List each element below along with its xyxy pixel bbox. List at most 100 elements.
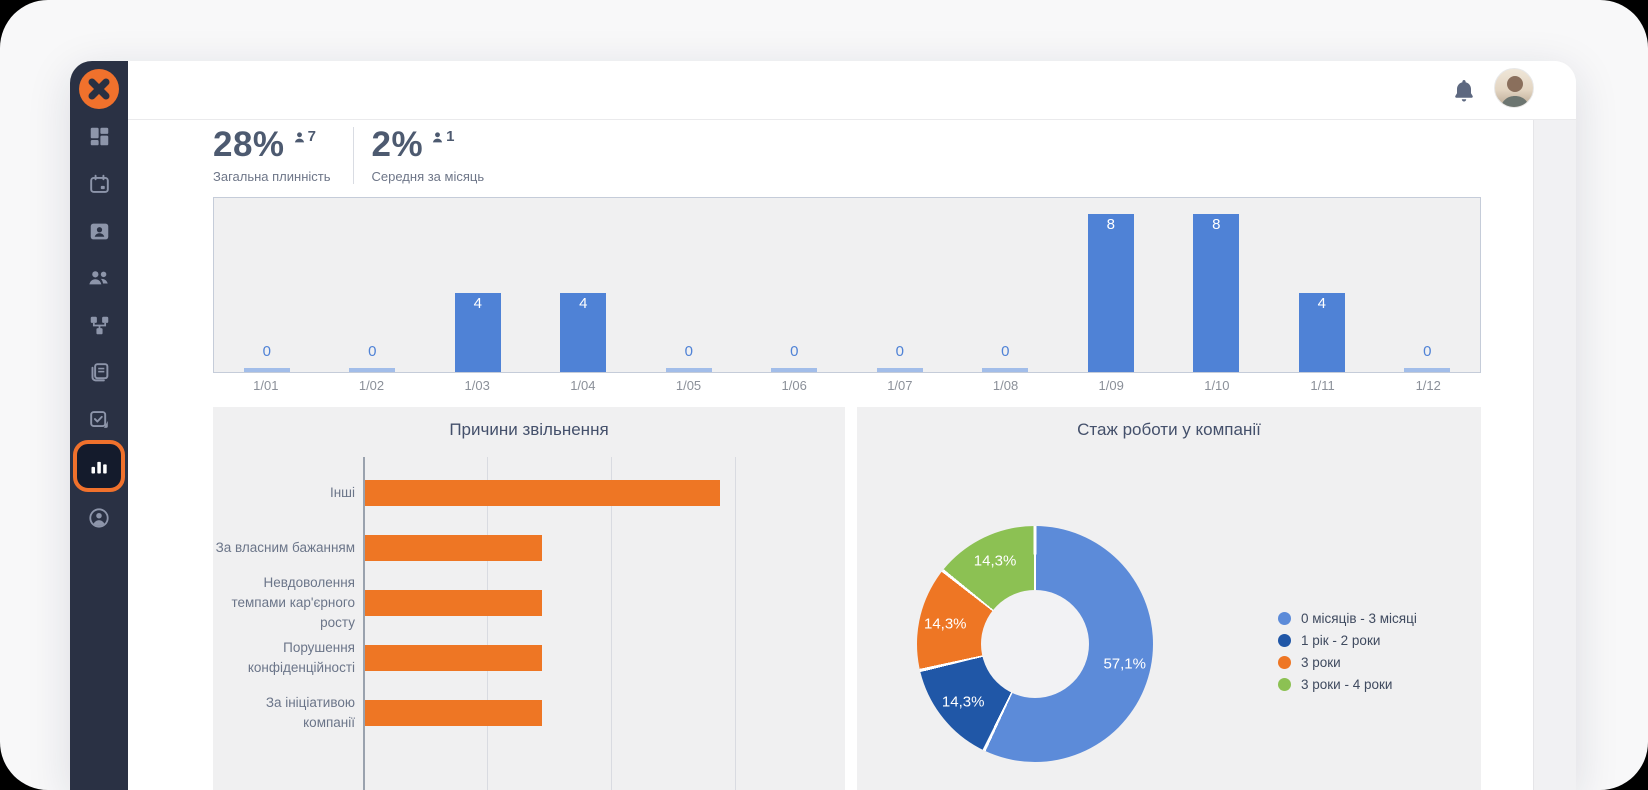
people-count-value: 1 [446,128,455,145]
app-logo[interactable] [79,69,119,109]
category-label: Порушення конфіденційності [247,639,355,675]
x-axis-label: 1/08 [992,378,1019,393]
people-count-value: 7 [307,128,316,145]
turnover-bar-slot: 0 [953,198,1059,372]
turnover-bar-slot: 0 [847,198,953,372]
sidebar-item-calendar[interactable] [79,164,119,204]
stat-value: 2% [371,125,424,164]
user-avatar[interactable] [1494,68,1534,108]
y-axis-line [363,457,365,790]
bar-value-label: 8 [1212,216,1221,233]
dismissal-reasons-chart: Причини звільнення Інші За власним бажанн… [213,407,845,790]
reason-bar [365,479,720,506]
sidebar-item-employees[interactable] [79,211,119,251]
legend-swatch [1278,677,1291,691]
reason-row: Порушення конфіденційності [213,630,845,685]
legend-item: 1 рік - 2 роки [1278,629,1417,651]
legend-label: 3 роки - 4 роки [1301,676,1393,692]
bar-value-label: 8 [1106,216,1115,233]
vertical-scrollbar-track[interactable] [1533,120,1576,790]
sidebar-item-tasks[interactable] [79,399,119,439]
turnover-bar-slot: 4 [531,198,637,372]
bar-value-label: 4 [473,295,482,312]
app-window: 28% 7 Загальна плинність 2% 1 Середня з [70,61,1576,790]
turnover-bar [876,368,923,372]
reason-row: Інші [213,465,845,520]
reason-bar [365,534,543,561]
turnover-bar-slot: 0 [320,198,426,372]
bar-value-label: 0 [895,343,904,360]
gridline [735,457,736,790]
turnover-bar: 4 [454,293,501,372]
x-axis-label: 1/04 [570,378,596,393]
sidebar-item-team[interactable] [79,258,119,298]
stat-label: Середня за місяць [371,169,485,184]
sidebar-nav [70,61,128,790]
sidebar-item-documents[interactable] [79,352,119,392]
turnover-bar-slot: 8 [1164,198,1270,372]
legend-swatch [1278,655,1291,669]
donut-legend: 0 місяців - 3 місяці 1 рік - 2 роки 3 роки… [1278,607,1417,695]
turnover-bar-slot: 0 [636,198,742,372]
bar-value-label: 0 [1001,343,1010,360]
turnover-bar: 8 [1193,214,1240,372]
bar-value-label: 4 [1317,295,1326,312]
chart-title: Причини звільнення [449,420,609,439]
team-icon [89,271,108,285]
x-axis-label: 1/10 [1204,378,1230,393]
notifications-button[interactable] [1452,78,1476,104]
reason-bar [365,589,543,616]
x-axis-label: 1/03 [464,378,490,393]
sidebar-item-dashboard[interactable] [79,116,119,156]
legend-label: 3 роки [1301,654,1341,670]
turnover-x-axis-labels: 1/01 1/02 1/03 1/04 1/05 1/06 1/07 1/08 1/09 1/10… [213,378,1481,396]
turnover-bar: 8 [1087,214,1134,372]
category-label: За власним бажанням [215,539,355,555]
top-header [128,61,1576,120]
legend-item: 3 роки - 4 роки [1278,673,1417,695]
stat-value: 28% [213,125,285,164]
sidebar-item-org-structure[interactable] [79,305,119,345]
slice-percent-label: 14,3% [973,552,1017,570]
legend-item: 3 роки [1278,651,1417,673]
reason-row: За ініціативою компанії [213,685,845,740]
reason-row: За власним бажанням [213,520,845,575]
bar-value-label: 0 [1423,343,1432,360]
monthly-turnover-chart: 0 0 4 4 0 0 0 0 8 8 4 0 [213,197,1481,373]
stat-monthly-average: 2% 1 Середня за місяць [352,125,507,184]
slice-percent-label: 14,3% [923,615,967,633]
turnover-bar-slot: 8 [1058,198,1164,372]
donut-chart: 57,1% 14,3% 14,3% 14,3% [917,526,1153,762]
sidebar-item-analytics[interactable] [73,440,125,492]
person-icon [433,132,443,143]
turnover-bar-slot: 0 [1375,198,1481,372]
sidebar-item-profile[interactable] [79,498,119,538]
stat-label: Загальна плинність [213,169,331,184]
category-label: За ініціативою компанії [265,694,355,730]
x-axis-label: 1/07 [887,378,913,393]
turnover-bar [982,368,1029,372]
tenure-donut-chart: Стаж роботи у компанії 57,1% 14,3% 14,3% 14… [857,407,1481,790]
turnover-bar-slot: 0 [214,198,320,372]
turnover-bar: 4 [1298,293,1345,372]
analytics-icon [91,461,107,474]
gridline [611,457,612,790]
calendar-icon [89,174,109,193]
legend-label: 0 місяців - 3 місяці [1301,610,1417,626]
legend-item: 0 місяців - 3 місяці [1278,607,1417,629]
bell-icon [1455,80,1473,102]
turnover-bar: 4 [560,293,607,372]
bar-value-label: 0 [790,343,799,360]
category-label: Невдоволення темпами кар'єрного росту [231,574,355,630]
legend-label: 1 рік - 2 роки [1301,632,1381,648]
category-label: Інші [329,484,355,500]
donut-hole [981,590,1089,698]
turnover-bar [1404,368,1451,372]
stat-total-turnover: 28% 7 Загальна плинність [213,125,353,185]
x-axis-label: 1/09 [1098,378,1124,393]
x-pinwheel-logo-icon [88,78,110,100]
x-axis-label: 1/02 [358,378,385,393]
legend-swatch [1278,633,1291,647]
avatar-photo [1501,76,1529,107]
tasks-icon [89,410,108,428]
